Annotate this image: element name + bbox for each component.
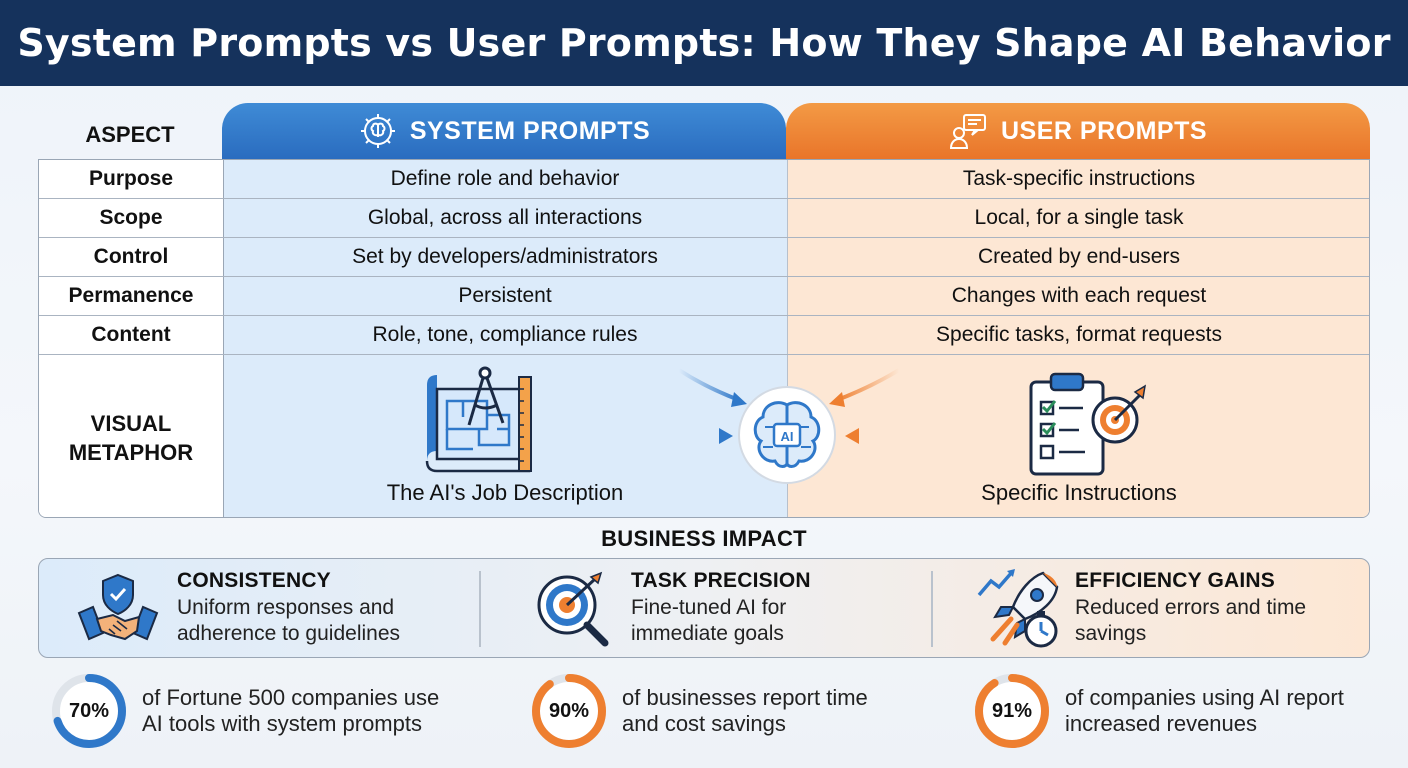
stat-revenue: 91% of companies using AI report increas… — [973, 672, 1344, 750]
table-row-control: Control Set by developers/administrators… — [39, 238, 1369, 277]
user-cell: Changes with each request — [951, 284, 1207, 307]
impact-desc-line1: Fine-tuned AI for — [631, 596, 787, 619]
impact-consistency: CONSISTENCY Uniform responses and adhere… — [177, 569, 400, 647]
progress-ring: 70% — [50, 672, 128, 750]
target-magnifier-icon — [537, 571, 609, 647]
table-row-purpose: Purpose Define role and behavior Task-sp… — [39, 160, 1369, 199]
user-cell: Local, for a single task — [974, 206, 1184, 229]
table-row-permanence: Permanence Persistent Changes with each … — [39, 277, 1369, 316]
aspect-cell: Permanence — [68, 284, 194, 307]
stat-text-line1: of companies using AI report — [1065, 685, 1344, 710]
user-prompts-title: USER PROMPTS — [1000, 116, 1208, 145]
table-row-content: Content Role, tone, compliance rules Spe… — [39, 316, 1369, 355]
gear-brain-icon — [360, 114, 395, 148]
metaphor-label-line1: VISUAL — [90, 410, 172, 436]
system-cell: Role, tone, compliance rules — [372, 323, 638, 346]
rocket-stopwatch-icon — [977, 569, 1059, 648]
user-screen-icon — [949, 114, 986, 149]
impact-title: EFFICIENCY GAINS — [1075, 569, 1276, 592]
handshake-shield-icon — [77, 573, 159, 641]
system-prompts-header: SYSTEM PROMPTS — [222, 103, 786, 159]
impact-divider — [931, 571, 933, 647]
system-cell: Define role and behavior — [390, 167, 620, 190]
impact-desc-line1: Uniform responses and — [177, 596, 395, 619]
system-prompts-title: SYSTEM PROMPTS — [409, 116, 651, 145]
system-metaphor-caption: The AI's Job Description — [386, 480, 624, 505]
stat-time-savings: 90% of businesses report time and cost s… — [530, 672, 868, 750]
impact-efficiency-gains: EFFICIENCY GAINS Reduced errors and time… — [1075, 569, 1306, 647]
system-cell: Set by developers/administrators — [352, 245, 658, 268]
user-prompts-header: USER PROMPTS — [786, 103, 1370, 159]
progress-ring: 90% — [530, 672, 608, 750]
system-cell: Persistent — [458, 284, 552, 307]
aspect-cell: Control — [93, 245, 169, 268]
impact-task-precision: TASK PRECISION Fine-tuned AI for immedia… — [631, 569, 811, 647]
aspect-cell: Content — [91, 323, 171, 346]
impact-desc-line1: Reduced errors and time — [1075, 596, 1307, 619]
impact-title: TASK PRECISION — [631, 569, 811, 592]
impact-title: CONSISTENCY — [177, 569, 331, 592]
progress-ring: 91% — [973, 672, 1051, 750]
impact-divider — [479, 571, 481, 647]
stat-text-line2: increased revenues — [1065, 711, 1258, 736]
user-cell: Created by end-users — [978, 245, 1180, 268]
user-cell: Specific tasks, format requests — [936, 323, 1222, 346]
impact-desc-line2: adherence to guidelines — [177, 622, 401, 645]
stat-fortune-500: 70% of Fortune 500 companies use AI tool… — [50, 672, 439, 750]
stat-text-line1: of businesses report time — [622, 685, 868, 710]
impact-desc-line2: immediate goals — [631, 622, 784, 645]
business-impact-panel: CONSISTENCY Uniform responses and adhere… — [38, 558, 1370, 658]
aspect-cell: Purpose — [88, 167, 174, 190]
impact-desc-line2: savings — [1075, 622, 1147, 645]
system-cell: Global, across all interactions — [367, 206, 643, 229]
stat-text-line2: and cost savings — [622, 711, 786, 736]
stat-value: 91% — [991, 699, 1033, 722]
aspect-header: ASPECT — [85, 122, 175, 147]
table-row-scope: Scope Global, across all interactions Lo… — [39, 199, 1369, 238]
title-bar: System Prompts vs User Prompts: How They… — [0, 0, 1408, 86]
metaphor-label-line2: METAPHOR — [68, 439, 194, 465]
stat-value: 90% — [548, 699, 590, 722]
aspect-cell: Scope — [99, 206, 163, 229]
aspect-column — [39, 160, 223, 517]
user-cell: Task-specific instructions — [962, 167, 1196, 190]
user-metaphor-caption: Specific Instructions — [981, 480, 1177, 505]
page-title: System Prompts vs User Prompts: How They… — [17, 21, 1391, 65]
comparison-table: Purpose Define role and behavior Task-sp… — [38, 159, 1370, 518]
stat-text-line1: of Fortune 500 companies use — [142, 685, 440, 710]
visual-metaphor-label: VISUAL METAPHOR — [39, 356, 223, 517]
stat-text-line2: AI tools with system prompts — [142, 711, 422, 736]
business-impact-heading: BUSINESS IMPACT — [601, 526, 807, 551]
stat-value: 70% — [68, 699, 110, 722]
